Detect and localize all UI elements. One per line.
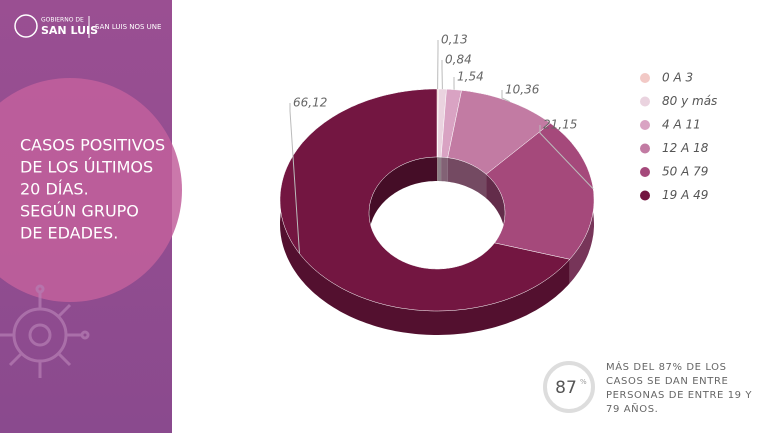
data-label: 10,36 xyxy=(505,83,540,97)
virus-icon xyxy=(0,284,90,378)
title-line: 20 DÍAS. xyxy=(20,180,89,199)
highlight-text: PERSONAS DE ENTRE 19 Y xyxy=(606,390,752,401)
highlight-ring xyxy=(543,361,595,413)
legend-marker xyxy=(640,167,650,177)
leader-line xyxy=(289,103,300,254)
slogan: SAN LUIS NOS UNE xyxy=(95,23,161,31)
data-label: 66,12 xyxy=(293,96,327,110)
legend-label: 50 A 79 xyxy=(662,165,708,179)
legend-label: 80 y más xyxy=(662,94,717,108)
slice-inner-side xyxy=(437,157,438,181)
legend-label: 0 A 3 xyxy=(662,71,693,85)
slice-inner-side xyxy=(437,157,442,182)
highlight-text: CASOS SE DAN ENTRE xyxy=(606,376,728,387)
data-label: 1,54 xyxy=(457,70,484,84)
logo: SAN LUIS xyxy=(41,24,98,37)
legend-label: 4 A 11 xyxy=(662,118,701,132)
accent-circle xyxy=(0,78,182,302)
highlight-unit: % xyxy=(580,378,587,386)
leader-line xyxy=(501,90,511,103)
slice xyxy=(279,88,571,312)
title-line: DE EDADES. xyxy=(20,224,118,243)
title-line: DE LOS ÚLTIMOS xyxy=(20,158,153,177)
data-label: 0,84 xyxy=(445,53,472,67)
legend-label: 12 A 18 xyxy=(662,141,709,155)
data-label: 21,15 xyxy=(543,118,577,132)
legend-marker xyxy=(640,190,650,201)
title-line: SEGÚN GRUPO xyxy=(20,202,139,221)
highlight-text: MÁS DEL 87% DE LOS xyxy=(606,360,727,373)
legend-marker xyxy=(640,143,650,154)
highlight-text: 79 AÑOS. xyxy=(606,402,658,415)
logo-icon xyxy=(14,14,38,38)
legend-marker xyxy=(640,120,650,130)
highlight-value: 87 xyxy=(555,378,577,398)
logo-small: GOBIERNO DE xyxy=(41,17,84,24)
legend-label: 19 A 49 xyxy=(662,188,708,202)
title-line: CASOS POSITIVOS xyxy=(20,136,165,155)
slice-inner-side xyxy=(447,157,487,199)
slice-inner-side xyxy=(441,157,448,182)
data-label: 0,13 xyxy=(441,33,468,47)
legend-marker xyxy=(640,96,650,107)
legend-marker xyxy=(640,73,650,83)
leader-line xyxy=(539,125,594,190)
